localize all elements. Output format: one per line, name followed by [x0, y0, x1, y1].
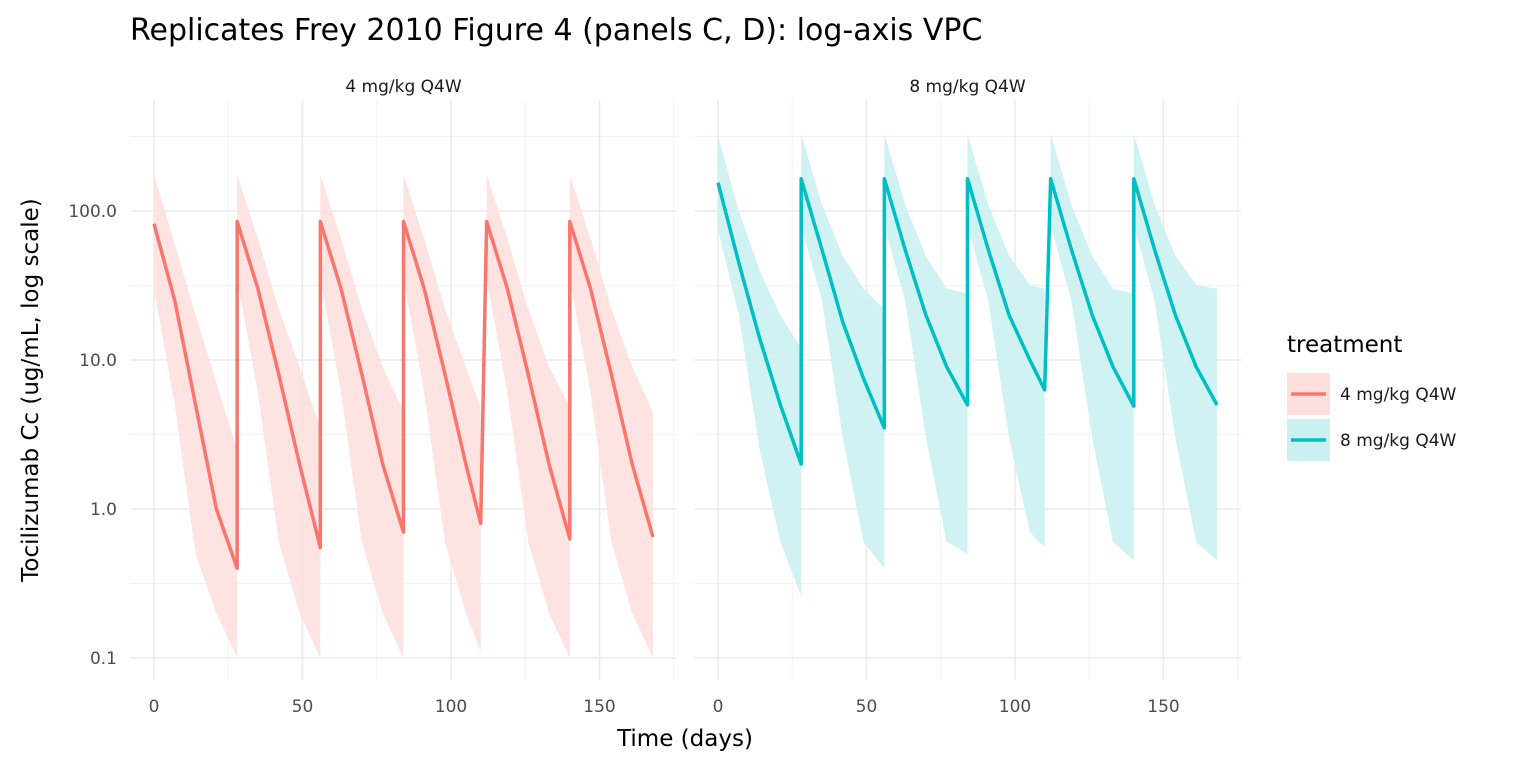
- y-axis-title: Tocilizumab Cc (ug/mL, log scale): [18, 198, 44, 582]
- median-line: [152, 219, 655, 571]
- panel-2: 8 mg/kg Q4W 0 50 100 150: [694, 77, 1241, 717]
- y-tick-label: 10.0: [79, 351, 117, 371]
- x-tick-label: 100: [999, 697, 1031, 717]
- legend-label-4mg: 4 mg/kg Q4W: [1340, 385, 1457, 405]
- x-tick-label: 150: [1147, 697, 1179, 717]
- panel-data: [152, 174, 655, 658]
- prediction-interval-band: [718, 135, 802, 597]
- y-tick-label: 100.0: [68, 202, 117, 222]
- x-tick-label: 50: [856, 697, 878, 717]
- prediction-interval-band: [237, 174, 321, 658]
- prediction-interval-band: [486, 174, 570, 658]
- x-tick-label: 0: [149, 697, 160, 717]
- y-tick-label: 0.1: [90, 649, 117, 669]
- chart-title: Replicates Frey 2010 Figure 4 (panels C,…: [130, 13, 982, 48]
- x-tick-label: 100: [435, 697, 467, 717]
- y-tick-label: 1.0: [90, 500, 117, 520]
- legend-title: treatment: [1287, 332, 1402, 358]
- prediction-interval-band: [320, 174, 404, 658]
- legend: treatment 4 mg/kg Q4W 8 mg/kg Q4W: [1287, 332, 1457, 461]
- x-tick-label: 0: [713, 697, 724, 717]
- prediction-interval-band: [1133, 133, 1217, 561]
- prediction-interval-band: [884, 133, 968, 554]
- median-line: [716, 176, 1219, 466]
- prediction-interval-band: [801, 133, 885, 569]
- x-tick-label: 50: [292, 697, 314, 717]
- panel-1: 4 mg/kg Q4W 0 50 100 150 100.0 10.0 1.0 0.1: [68, 77, 677, 717]
- legend-label-8mg: 8 mg/kg Q4W: [1340, 431, 1457, 451]
- prediction-interval-band: [967, 133, 1045, 548]
- x-tick-label: 150: [583, 697, 615, 717]
- prediction-interval-band: [569, 174, 653, 658]
- prediction-interval-band: [403, 174, 481, 652]
- panel-strip-label: 4 mg/kg Q4W: [345, 77, 462, 97]
- panel-strip-label: 8 mg/kg Q4W: [909, 77, 1026, 97]
- prediction-interval-band: [1050, 133, 1134, 561]
- x-axis-title: Time (days): [616, 726, 753, 752]
- panel-data: [716, 133, 1219, 597]
- prediction-interval-band: [154, 174, 238, 658]
